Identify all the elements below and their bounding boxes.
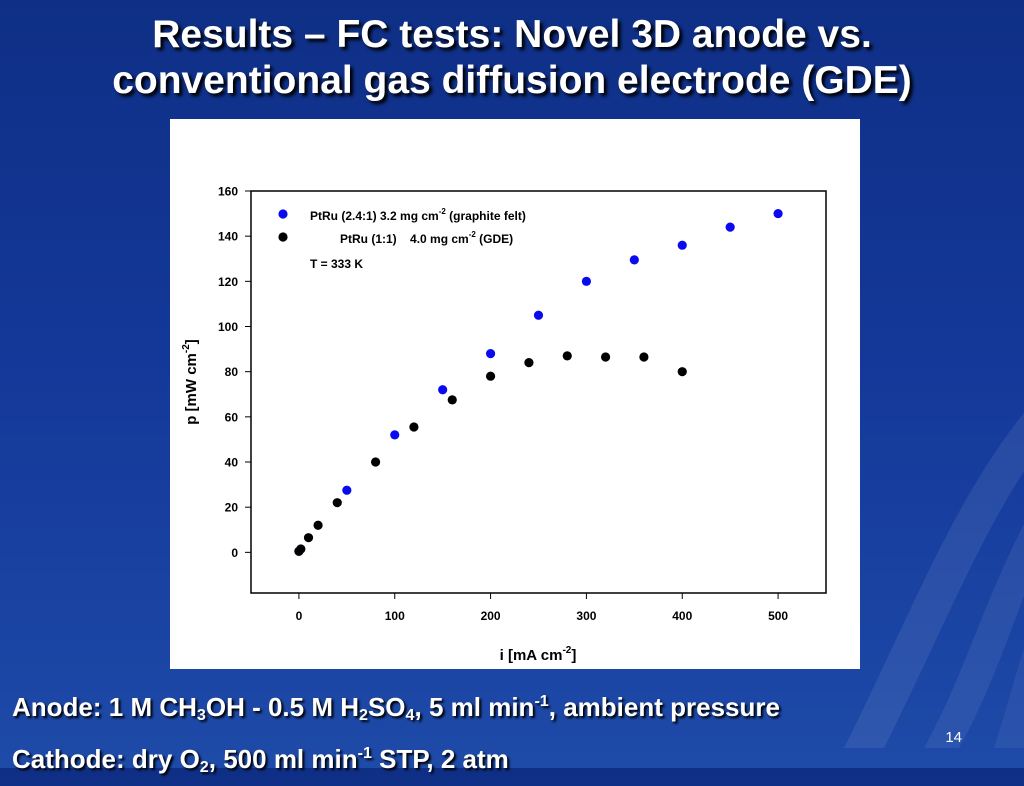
data-point-series-2 [677,367,687,377]
y-tick-label: 160 [218,185,238,199]
x-axis-label: i [mA cm-2] [500,645,577,664]
y-tick-label: 60 [225,410,239,424]
chart-annotation: T = 333 K [310,257,363,271]
anode-sub-3: 4 [405,706,415,724]
legend-label-series-1: PtRu (2.4:1) 3.2 mg cm-2 (graphite felt) [310,207,526,223]
data-point-series-1 [390,430,400,440]
anode-mid-2: SO [367,692,406,722]
plot-frame [250,190,827,594]
x-tick-label: 0 [296,609,303,623]
y-tick-label: 80 [225,365,239,379]
cathode-mid-1: , 500 ml min [208,744,358,774]
anode-conditions: Anode: 1 M CH3OH - 0.5 M H2SO4, 5 ml min… [12,682,780,734]
data-point-series-2 [639,352,649,362]
y-axis-label-sup: -2 [181,344,192,353]
slide-title-line-1: Results – FC tests: Novel 3D anode vs. [152,13,872,56]
anode-mid-1: OH - 0.5 M H [205,692,359,722]
data-point-series-2 [303,533,314,543]
legend-label-series-2-sup: -2 [469,230,477,239]
legend-label-series-2-end: (GDE) [476,232,513,246]
anode-mid-3: , 5 ml min [414,692,535,722]
chart-panel: 0 20 40 60 80 100 120 140 160 0 100 200 300 400 500 P… [170,119,860,669]
x-tick-label: 300 [576,609,596,623]
power-density-chart: 0 20 40 60 80 100 120 140 160 0 100 200 300 400 500 P… [181,185,827,664]
x-tick-label: 400 [672,609,692,623]
x-axis-label-end: ] [571,647,576,664]
data-point-series-2 [600,352,611,362]
anode-sup-1: -1 [534,692,549,710]
y-axis-label: p [mW cm-2] [181,339,200,425]
anode-sub-2: 2 [359,706,368,724]
legend-label-series-2: PtRu (1:1) 4.0 mg cm-2 (GDE) [310,230,537,246]
legend-label-series-1-end: (graphite felt) [446,209,526,223]
data-point-series-1 [581,276,592,286]
y-tick-label: 20 [225,501,239,515]
data-points [294,208,783,556]
cathode-prefix: Cathode: dry O [12,744,200,774]
data-point-series-1 [677,240,687,250]
y-tick-label: 120 [218,275,238,289]
data-point-series-2 [409,422,419,432]
legend-label-series-2-name: PtRu (1:1) 4.0 mg cm [340,232,469,246]
legend-marker-series-2 [278,232,288,242]
y-tick-label: 100 [218,320,238,334]
data-point-series-1 [629,255,639,265]
data-point-series-1 [438,385,448,395]
anode-sub-1: 3 [196,706,206,724]
cathode-conditions: Cathode: dry O2, 500 ml min-1 STP, 2 atm [12,734,780,786]
data-point-series-2 [485,371,496,381]
data-point-series-2 [562,351,572,361]
legend-marker-series-1 [278,209,288,219]
cathode-sup-1: -1 [357,744,372,762]
data-point-series-1 [773,208,783,219]
y-axis-label-main: p [mW cm [183,353,200,425]
y-tick-label: 0 [231,546,238,560]
data-point-series-2 [332,498,342,508]
cathode-suffix: STP, 2 atm [371,744,509,774]
data-point-series-1 [485,349,496,359]
y-tick-label: 140 [218,230,238,244]
footer-conditions: Anode: 1 M CH3OH - 0.5 M H2SO4, 5 ml min… [12,682,780,786]
data-point-series-2 [447,395,457,405]
y-tick-label: 40 [225,456,239,470]
legend-label-series-1-name: PtRu (2.4:1) 3.2 mg cm [310,209,439,223]
legend: PtRu (2.4:1) 3.2 mg cm-2 (graphite felt)… [278,207,537,246]
data-point-series-1 [342,485,352,495]
data-point-series-1 [725,222,735,232]
slide-title-line-2: conventional gas diffusion electrode (GD… [112,59,912,102]
y-axis-label-end: ] [183,339,200,344]
data-point-series-1 [533,310,544,320]
x-tick-label: 200 [481,609,501,623]
anode-prefix: Anode: 1 M CH [12,692,197,722]
x-tick-label: 100 [385,609,405,623]
cathode-sub-1: 2 [199,758,209,776]
anode-suffix: , ambient pressure [548,692,780,722]
data-point-series-2 [524,358,534,368]
data-point-series-2 [296,544,306,554]
legend-label-series-1-sup: -2 [439,207,447,216]
x-axis-label-main: i [mA cm [500,647,563,664]
page-number: 14 [945,729,962,746]
x-axis-label-sup: -2 [562,645,571,656]
x-tick-label: 500 [768,609,788,623]
slide-title: Results – FC tests: Novel 3D anode vs. c… [0,12,1024,104]
x-axis-ticks: 0 100 200 300 400 500 [296,593,788,623]
data-point-series-2 [370,457,381,467]
y-axis-ticks: 0 20 40 60 80 100 120 140 160 [218,185,251,560]
data-point-series-2 [313,520,323,530]
